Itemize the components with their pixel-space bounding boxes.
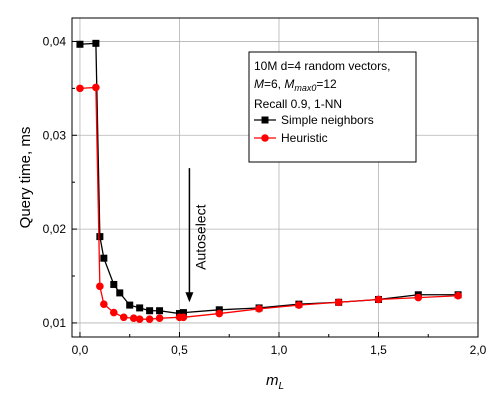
x-tick-label: 1,0 xyxy=(271,343,288,357)
data-point xyxy=(215,310,223,318)
data-point xyxy=(255,305,263,313)
data-point xyxy=(146,315,154,323)
data-point xyxy=(136,304,143,311)
legend: 10M d=4 random vectors, M=6, Mmax0=12 Re… xyxy=(249,52,416,162)
autoselect-label: Autoselect xyxy=(192,204,208,269)
legend-mmax-symbol: M xyxy=(284,77,294,91)
y-axis-label: Query time, ms xyxy=(17,127,34,229)
data-point xyxy=(76,41,83,48)
x-tick-label: 0,0 xyxy=(72,343,89,357)
legend-header-line3: Recall 0.9, 1-NN xyxy=(254,97,342,111)
y-tick-label: 0,03 xyxy=(43,128,67,142)
data-point xyxy=(375,296,383,304)
data-point xyxy=(335,298,343,306)
data-point xyxy=(76,85,84,93)
legend-marker xyxy=(262,117,269,124)
legend-header-line1: 10M d=4 random vectors, xyxy=(254,59,390,73)
data-point xyxy=(146,307,153,314)
autoselect-arrowhead xyxy=(185,292,193,302)
legend-mmax-subscript: max0 xyxy=(294,83,316,93)
x-axis-label-subscript: L xyxy=(278,381,284,392)
x-axis-label-main: m xyxy=(266,372,279,389)
data-point xyxy=(92,40,99,47)
legend-m-value: =6, xyxy=(264,77,284,91)
data-point xyxy=(120,313,128,321)
data-point xyxy=(100,300,108,308)
x-tick-label: 2,0 xyxy=(470,343,487,357)
legend-label: Simple neighbors xyxy=(281,113,374,127)
x-tick-label: 1,5 xyxy=(370,343,387,357)
data-point xyxy=(116,289,123,296)
data-point xyxy=(156,307,163,314)
data-point xyxy=(100,255,107,262)
data-point xyxy=(110,281,117,288)
data-point xyxy=(126,302,133,309)
data-point xyxy=(92,84,100,92)
y-tick-label: 0,04 xyxy=(43,34,67,48)
data-point xyxy=(180,313,188,321)
y-tick-label: 0,02 xyxy=(43,222,67,236)
data-point xyxy=(96,233,103,240)
data-point xyxy=(414,294,422,302)
data-point xyxy=(156,314,164,322)
legend-mmax-value: =12 xyxy=(316,77,337,91)
legend-m-symbol: M xyxy=(254,77,264,91)
x-tick-label: 0,5 xyxy=(171,343,188,357)
y-tick-label: 0,01 xyxy=(43,316,67,330)
data-point xyxy=(295,301,303,309)
data-point xyxy=(454,292,462,300)
legend-marker xyxy=(261,134,269,142)
x-axis-label: mL xyxy=(266,372,284,392)
data-point xyxy=(110,309,118,317)
legend-label: Heuristic xyxy=(281,131,328,145)
data-point xyxy=(136,315,144,323)
data-point xyxy=(96,283,104,291)
autoselect-annotation: Autoselect xyxy=(185,168,208,302)
